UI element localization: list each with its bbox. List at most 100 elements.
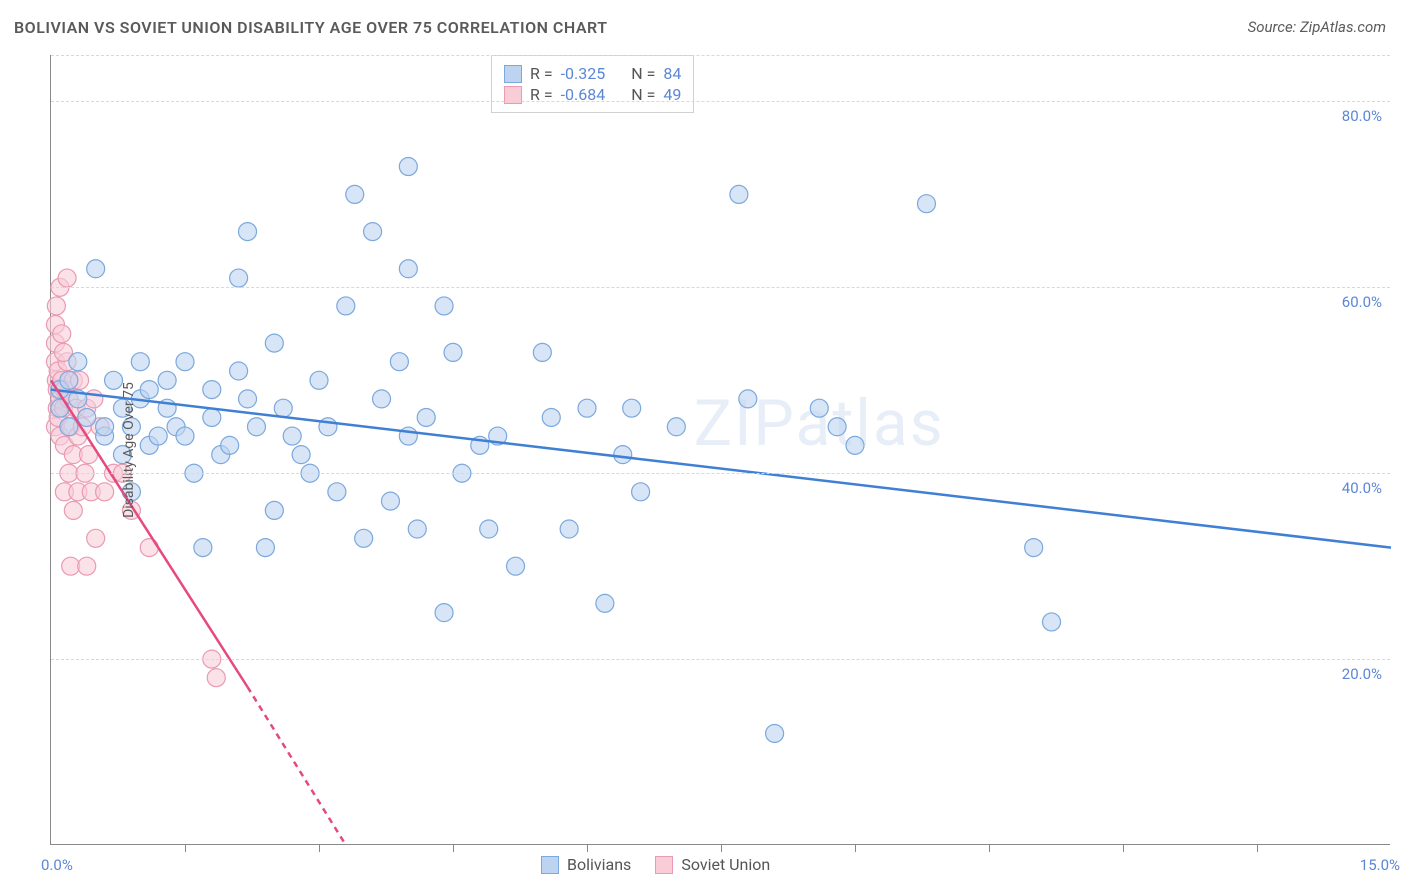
y-tick-label: 60.0%	[1342, 293, 1382, 311]
data-point	[828, 418, 846, 436]
data-point	[390, 353, 408, 371]
scatter-chart	[51, 55, 1390, 844]
data-point	[480, 520, 498, 538]
data-point	[283, 427, 301, 445]
data-point	[96, 418, 114, 436]
swatch-bolivians-icon	[541, 856, 559, 874]
data-point	[435, 297, 453, 315]
data-point	[158, 371, 176, 389]
data-point	[96, 483, 114, 501]
data-point	[632, 483, 650, 501]
data-point	[239, 223, 257, 241]
data-point	[417, 408, 435, 426]
data-point	[328, 483, 346, 501]
x-tick	[1257, 844, 1258, 852]
data-point	[105, 371, 123, 389]
data-point	[265, 501, 283, 519]
gridline	[51, 659, 1390, 660]
data-point	[230, 362, 248, 380]
data-point	[60, 418, 78, 436]
source-credit: Source: ZipAtlas.com	[1248, 18, 1386, 36]
gridline	[51, 473, 1390, 474]
data-point	[292, 446, 310, 464]
data-point	[408, 520, 426, 538]
data-point	[596, 594, 614, 612]
data-point	[47, 297, 65, 315]
data-point	[239, 390, 257, 408]
swatch-soviet-icon	[655, 856, 673, 874]
y-tick-label: 80.0%	[1342, 107, 1382, 125]
data-point	[60, 371, 78, 389]
trend-line	[51, 390, 1391, 548]
data-point	[507, 557, 525, 575]
data-point	[256, 539, 274, 557]
data-point	[247, 418, 265, 436]
data-point	[435, 604, 453, 622]
trend-line	[51, 380, 248, 687]
x-tick	[989, 844, 990, 852]
stats-row-bolivians: R = -0.325 N = 84	[504, 64, 681, 83]
data-point	[58, 269, 76, 287]
data-point	[140, 381, 158, 399]
plot-area: ZIPatlas R = -0.325 N = 84 R = -0.684 N …	[50, 55, 1390, 845]
data-point	[355, 529, 373, 547]
y-tick-label: 40.0%	[1342, 479, 1382, 497]
trend-line	[248, 687, 346, 845]
data-point	[265, 334, 283, 352]
x-axis-end: 15.0%	[1360, 856, 1400, 874]
data-point	[623, 399, 641, 417]
legend-item-soviet: Soviet Union	[655, 855, 770, 874]
x-tick	[185, 844, 186, 852]
data-point	[1043, 613, 1061, 631]
data-point	[207, 669, 225, 687]
x-tick	[453, 844, 454, 852]
data-point	[176, 427, 194, 445]
data-point	[221, 436, 239, 454]
data-point	[533, 343, 551, 361]
data-point	[399, 260, 417, 278]
chart-title: BOLIVIAN VS SOVIET UNION DISABILITY AGE …	[14, 18, 608, 37]
series-legend: Bolivians Soviet Union	[541, 855, 770, 874]
data-point	[64, 501, 82, 519]
data-point	[381, 492, 399, 510]
data-point	[78, 408, 96, 426]
x-tick	[855, 844, 856, 852]
data-point	[846, 436, 864, 454]
data-point	[560, 520, 578, 538]
data-point	[69, 353, 87, 371]
data-point	[444, 343, 462, 361]
data-point	[917, 195, 935, 213]
data-point	[730, 185, 748, 203]
y-axis-label: Disability Age Over 75	[121, 382, 137, 518]
data-point	[203, 381, 221, 399]
data-point	[85, 390, 103, 408]
gridline	[51, 101, 1390, 102]
data-point	[542, 408, 560, 426]
x-tick	[319, 844, 320, 852]
data-point	[373, 390, 391, 408]
data-point	[78, 557, 96, 575]
data-point	[667, 418, 685, 436]
x-axis-start: 0.0%	[41, 856, 73, 874]
stats-legend: R = -0.325 N = 84 R = -0.684 N = 49	[491, 55, 694, 113]
data-point	[337, 297, 355, 315]
data-point	[87, 260, 105, 278]
x-tick	[721, 844, 722, 852]
data-point	[399, 158, 417, 176]
legend-item-bolivians: Bolivians	[541, 855, 631, 874]
data-point	[739, 390, 757, 408]
x-tick	[587, 844, 588, 852]
data-point	[274, 399, 292, 417]
data-point	[1025, 539, 1043, 557]
y-tick-label: 20.0%	[1342, 665, 1382, 683]
data-point	[364, 223, 382, 241]
data-point	[346, 185, 364, 203]
data-point	[194, 539, 212, 557]
data-point	[62, 557, 80, 575]
data-point	[310, 371, 328, 389]
data-point	[176, 353, 194, 371]
data-point	[614, 446, 632, 464]
swatch-bolivians	[504, 65, 522, 83]
data-point	[53, 325, 71, 343]
data-point	[766, 724, 784, 742]
